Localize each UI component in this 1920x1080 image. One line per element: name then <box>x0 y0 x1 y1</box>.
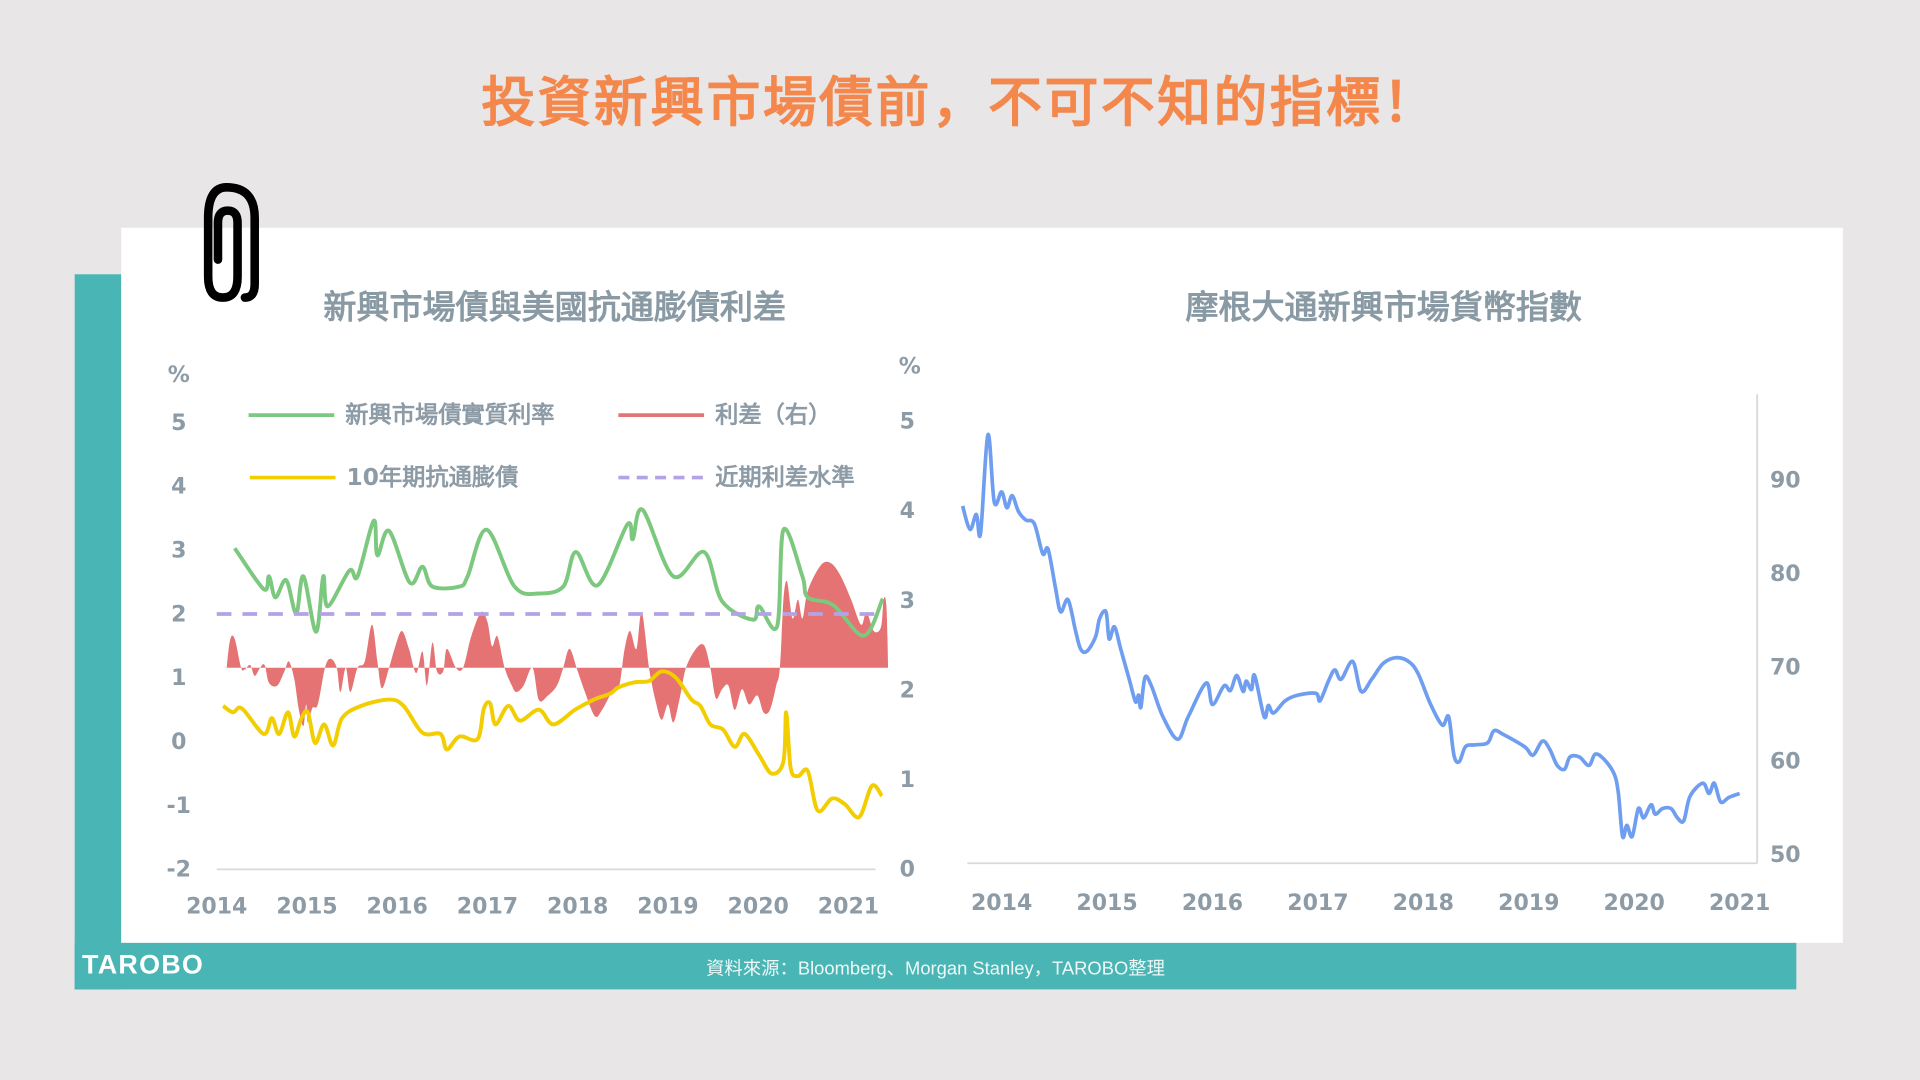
left-axis-tick: -1 <box>167 794 191 819</box>
right-axis-tick: 1 <box>900 768 915 793</box>
y-axis-tick: 90 <box>1770 468 1801 493</box>
y-axis-tick: 80 <box>1770 562 1801 587</box>
right-axis-tick: 4 <box>900 499 915 524</box>
y-axis-tick: 50 <box>1770 843 1801 868</box>
tarobo-logo: TAROBO <box>82 948 205 980</box>
spread-area <box>226 561 889 727</box>
x-axis-tick: 2020 <box>728 894 789 919</box>
em-currency-index-line <box>960 432 1741 840</box>
left-axis-tick: 1 <box>171 666 186 691</box>
legend-label-dashed: 近期利差水準 <box>715 464 855 491</box>
paperclip-icon <box>203 183 259 302</box>
left-axis-tick: 3 <box>171 538 186 563</box>
x-axis-tick: 2015 <box>1076 891 1137 916</box>
left-chart-title: 新興市場債與美國抗通膨債利差 <box>323 287 786 326</box>
teal-accent-bar <box>74 274 122 990</box>
left-axis-tick: -2 <box>167 858 191 883</box>
page-title: 投資新興市場債前，不可不知的指標！ <box>481 72 1439 135</box>
right-axis-tick: 3 <box>900 589 915 614</box>
right-axis-tick: 0 <box>900 858 915 883</box>
tips-10y-line <box>221 669 884 820</box>
right-chart-title: 摩根大通新興市場貨幣指數 <box>1185 287 1582 326</box>
legend-label-green: 新興市場債實質利率 <box>345 401 554 428</box>
x-axis-tick: 2017 <box>457 894 518 919</box>
x-axis-tick: 2016 <box>367 894 428 919</box>
x-axis-tick: 2015 <box>276 894 337 919</box>
chart-card <box>121 227 1843 943</box>
source-note: 資料來源：Bloomberg、Morgan Stanley，TAROBO整理 <box>706 958 1165 980</box>
x-axis-tick: 2019 <box>1498 891 1559 916</box>
right-axis-unit: % <box>899 354 921 379</box>
right-axis-tick: 5 <box>900 410 915 435</box>
x-axis-tick: 2021 <box>1709 891 1770 916</box>
right-chart: 摩根大通新興市場貨幣指數 90 80 70 60 50 2014 2015 2016 2017 2… <box>960 287 1801 916</box>
x-axis-tick: 2020 <box>1604 891 1665 916</box>
x-axis-tick: 2019 <box>637 894 698 919</box>
em-real-yield-line <box>233 507 885 638</box>
left-axis-tick: 5 <box>171 411 186 436</box>
x-axis-tick: 2018 <box>547 894 608 919</box>
right-axis-tick: 2 <box>900 678 915 703</box>
left-chart: 新興市場債與美國抗通膨債利差 % % 5 4 3 2 1 0 -1 -2 5 4 3 2 1 0 2014 2… <box>167 287 921 919</box>
x-axis-tick: 2018 <box>1393 891 1454 916</box>
left-axis-unit: % <box>168 363 190 388</box>
x-axis-tick: 2021 <box>818 894 879 919</box>
y-axis-tick: 60 <box>1770 749 1801 774</box>
x-axis-tick: 2014 <box>186 894 247 919</box>
legend: 新興市場債實質利率 利差（右） 10年期抗通膨債 近期利差水準 <box>248 401 855 491</box>
left-axis-tick: 2 <box>171 602 186 627</box>
legend-label-yellow: 10年期抗通膨債 <box>347 464 519 491</box>
footer-band: TAROBO 資料來源：Bloomberg、Morgan Stanley，TAR… <box>74 942 1797 990</box>
x-axis-tick: 2014 <box>971 891 1032 916</box>
y-axis-tick: 70 <box>1770 656 1801 681</box>
x-axis-tick: 2016 <box>1182 891 1243 916</box>
left-axis-tick: 0 <box>171 730 186 755</box>
legend-label-red: 利差（右） <box>715 401 831 428</box>
left-axis-tick: 4 <box>171 475 186 500</box>
x-axis-tick: 2017 <box>1287 891 1348 916</box>
